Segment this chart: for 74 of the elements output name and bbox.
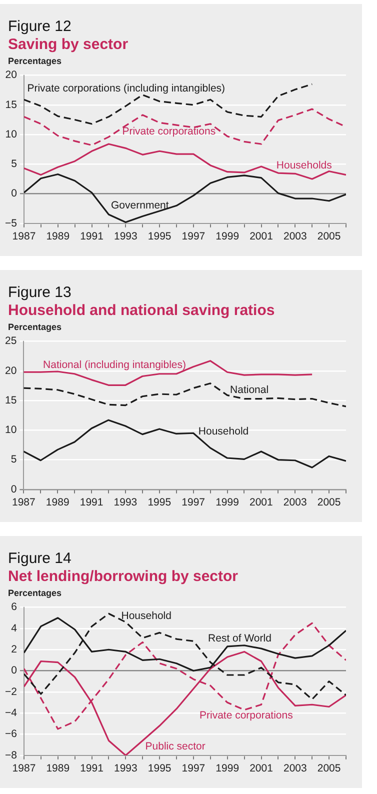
y-axis-title: Percentages: [8, 322, 63, 332]
y-tick-label: 25: [4, 335, 17, 348]
chart-subtitle: Saving by sector: [8, 36, 130, 53]
chart-subtitle: Household and national saving ratios: [8, 302, 276, 319]
x-tick-label: 1995: [148, 496, 172, 509]
x-tick-label: 1987: [12, 496, 36, 509]
y-tick-label: 0: [11, 188, 18, 200]
y-tick-label: 0: [10, 483, 17, 496]
x-tick-label: 1987: [12, 230, 36, 243]
x-tick-label: 1989: [46, 762, 70, 775]
x-tick-label: 2001: [250, 230, 274, 243]
series-label: National: [230, 384, 269, 396]
chart-title: Figure 13: [8, 284, 72, 301]
x-tick-label: 1999: [216, 762, 240, 775]
line-series: [24, 83, 313, 125]
x-tick-label: 1987: [12, 762, 36, 775]
x-tick-label: 1997: [182, 762, 206, 775]
x-tick-label: 2001: [250, 496, 274, 509]
x-tick-label: 2003: [283, 230, 307, 243]
x-tick-label: 2003: [283, 762, 307, 775]
series-label: Household: [198, 426, 249, 438]
series-label: Household: [121, 610, 172, 622]
y-tick-label: 5: [11, 158, 18, 170]
y-tick-label: 10: [4, 424, 17, 436]
x-tick-label: 1995: [148, 230, 172, 243]
line-series: [24, 108, 346, 146]
chart-subtitle: Net lending/borrowing by sector: [8, 568, 240, 585]
y-tick-label: 5: [10, 454, 17, 466]
chart-title: Figure 12: [8, 18, 72, 35]
x-tick-label: 2001: [250, 762, 274, 775]
y-tick-label: −6: [4, 728, 18, 740]
y-tick-label: 15: [5, 98, 18, 111]
x-tick-label: 1991: [80, 230, 104, 243]
y-axis-title: Percentages: [8, 588, 63, 598]
x-tick-label: 1993: [114, 230, 138, 243]
x-tick-label: 2005: [317, 496, 341, 509]
series-label: Private corporations: [199, 709, 293, 722]
x-tick-label: 1993: [114, 496, 138, 509]
x-tick-label: 1997: [182, 230, 206, 243]
x-tick-label: 1997: [182, 496, 206, 509]
y-tick-label: −4: [4, 706, 18, 719]
series-label: Private corporations (including intangibles): [27, 82, 226, 95]
x-tick-label: 2005: [317, 230, 341, 243]
x-tick-label: 1999: [216, 496, 240, 509]
x-tick-label: 1993: [114, 762, 138, 775]
x-tick-label: 2003: [283, 496, 307, 509]
x-tick-label: 1989: [46, 230, 70, 243]
y-tick-label: 15: [4, 394, 17, 406]
y-tick-label: −8: [4, 749, 18, 762]
y-tick-label: 20: [4, 364, 17, 377]
y-tick-label: −2: [4, 686, 18, 698]
y-tick-label: 0: [11, 664, 18, 677]
series-label: National (including intangibles): [43, 358, 186, 371]
y-tick-label: 4: [11, 622, 18, 634]
series-label: Households: [276, 160, 332, 172]
series-label: Government: [111, 200, 169, 212]
x-tick-label: 1991: [80, 762, 104, 775]
x-tick-label: 1999: [216, 230, 240, 243]
x-tick-label: 1989: [46, 496, 70, 509]
series-label: Rest of World: [208, 632, 272, 644]
y-tick-label: −5: [4, 217, 18, 230]
x-tick-label: 1995: [148, 762, 172, 775]
line-series: [24, 382, 346, 408]
chart-title: Figure 14: [8, 550, 72, 567]
x-tick-label: 2005: [317, 762, 341, 775]
series-label: Public sector: [145, 740, 206, 752]
y-axis-title: Percentages: [8, 56, 63, 66]
line-series: [24, 612, 346, 700]
y-tick-label: 10: [5, 128, 18, 140]
y-tick-label: 6: [11, 601, 18, 614]
y-tick-label: 20: [5, 69, 18, 82]
series-label: Private corporations: [122, 125, 216, 138]
y-tick-label: 2: [11, 644, 18, 656]
x-tick-label: 1991: [80, 496, 104, 509]
